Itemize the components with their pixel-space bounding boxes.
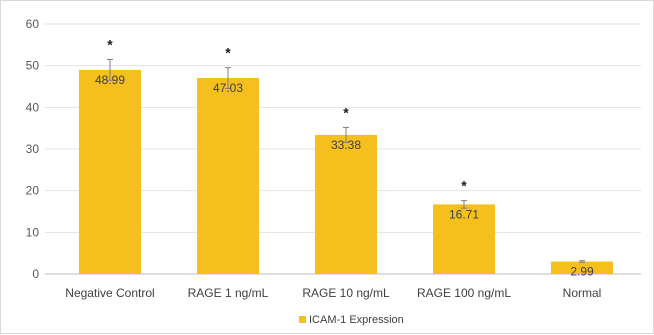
y-tick-label: 10: [26, 225, 40, 239]
y-tick-label: 20: [26, 184, 40, 198]
y-tick-label: 0: [32, 267, 39, 281]
significance-markers: * * * *: [107, 36, 467, 193]
data-label: 47.03: [213, 81, 243, 95]
y-tick-label: 40: [26, 100, 40, 114]
data-label: 48.99: [95, 73, 125, 87]
significance-star: *: [343, 104, 349, 120]
significance-star: *: [107, 36, 113, 52]
legend-label: ICAM-1 Expression: [309, 314, 404, 326]
category-label: RAGE 100 ng/mL: [417, 286, 511, 300]
data-labels: 48.99 47.03 33.38 16.71 2.99: [95, 73, 594, 279]
category-label: Negative Control: [65, 286, 154, 300]
category-label: Normal: [563, 286, 602, 300]
significance-star: *: [225, 45, 231, 61]
bar: [315, 134, 377, 274]
error-bars: [107, 58, 585, 263]
y-axis-ticks: 0 10 20 30 40 50 60: [26, 17, 40, 281]
legend-swatch: [299, 316, 306, 323]
y-tick-label: 30: [26, 142, 40, 156]
data-label: 2.99: [570, 265, 594, 279]
bars: [79, 69, 613, 275]
x-axis-categories: Negative Control RAGE 1 ng/mL RAGE 10 ng/m…: [65, 286, 601, 300]
bar: [551, 261, 613, 274]
category-label: RAGE 10 ng/mL: [302, 286, 390, 300]
bar: [433, 204, 495, 274]
bar: [79, 69, 141, 274]
data-label: 16.71: [449, 207, 479, 221]
significance-star: *: [461, 178, 467, 194]
y-tick-label: 60: [26, 17, 40, 31]
legend: ICAM-1 Expression: [299, 314, 404, 326]
bar: [197, 78, 259, 275]
y-tick-label: 50: [26, 59, 40, 73]
category-label: RAGE 1 ng/mL: [188, 286, 269, 300]
data-label: 33.38: [331, 138, 361, 152]
